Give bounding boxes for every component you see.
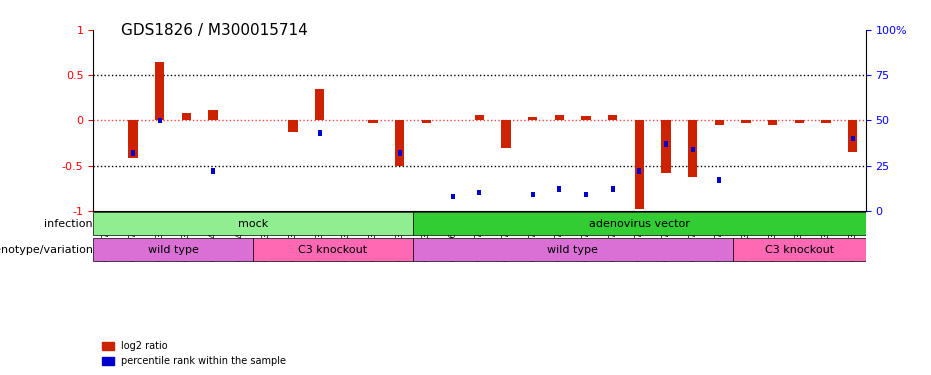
Bar bbox=[768, 120, 777, 125]
Bar bbox=[317, 130, 321, 136]
Bar bbox=[531, 192, 534, 197]
Bar bbox=[581, 116, 590, 120]
FancyBboxPatch shape bbox=[253, 238, 412, 261]
Bar bbox=[209, 110, 218, 120]
Text: C3 knockout: C3 knockout bbox=[298, 244, 368, 255]
Text: adenovirus vector: adenovirus vector bbox=[589, 219, 690, 229]
Bar bbox=[821, 120, 830, 123]
Bar bbox=[851, 136, 855, 141]
Bar bbox=[558, 186, 561, 192]
Bar bbox=[398, 150, 401, 156]
Bar bbox=[691, 147, 695, 152]
Text: mock: mock bbox=[237, 219, 268, 229]
Bar bbox=[688, 120, 697, 177]
Text: wild type: wild type bbox=[547, 244, 598, 255]
Bar bbox=[555, 115, 564, 120]
Bar bbox=[478, 190, 481, 195]
Bar bbox=[528, 117, 537, 120]
Bar bbox=[422, 120, 431, 123]
Bar bbox=[794, 120, 803, 123]
Bar bbox=[611, 186, 614, 192]
FancyBboxPatch shape bbox=[412, 212, 866, 236]
Bar bbox=[741, 120, 750, 123]
Text: genotype/variation: genotype/variation bbox=[0, 244, 93, 255]
Bar bbox=[715, 120, 724, 125]
Bar bbox=[182, 113, 191, 120]
Bar bbox=[155, 62, 165, 120]
Bar bbox=[638, 168, 641, 174]
Text: infection: infection bbox=[45, 219, 93, 229]
Bar bbox=[664, 141, 668, 147]
Bar bbox=[289, 120, 298, 132]
FancyBboxPatch shape bbox=[93, 212, 412, 236]
Bar bbox=[661, 120, 670, 173]
Bar bbox=[128, 120, 138, 158]
Text: GDS1826 / M300015714: GDS1826 / M300015714 bbox=[121, 22, 308, 38]
Bar bbox=[131, 150, 135, 156]
Bar bbox=[211, 168, 215, 174]
Text: wild type: wild type bbox=[148, 244, 198, 255]
Bar bbox=[451, 194, 455, 199]
Text: C3 knockout: C3 knockout bbox=[764, 244, 834, 255]
Bar bbox=[369, 120, 378, 123]
FancyBboxPatch shape bbox=[93, 238, 253, 261]
FancyBboxPatch shape bbox=[733, 238, 866, 261]
Bar bbox=[157, 118, 162, 123]
FancyBboxPatch shape bbox=[412, 238, 733, 261]
Bar bbox=[848, 120, 857, 152]
Legend: log2 ratio, percentile rank within the sample: log2 ratio, percentile rank within the s… bbox=[98, 338, 290, 370]
Bar bbox=[502, 120, 511, 147]
Bar bbox=[717, 177, 722, 183]
Bar bbox=[608, 115, 617, 120]
Bar bbox=[584, 192, 588, 197]
Bar bbox=[395, 120, 404, 166]
Bar bbox=[475, 115, 484, 120]
Bar bbox=[635, 120, 644, 209]
Bar bbox=[315, 89, 324, 120]
